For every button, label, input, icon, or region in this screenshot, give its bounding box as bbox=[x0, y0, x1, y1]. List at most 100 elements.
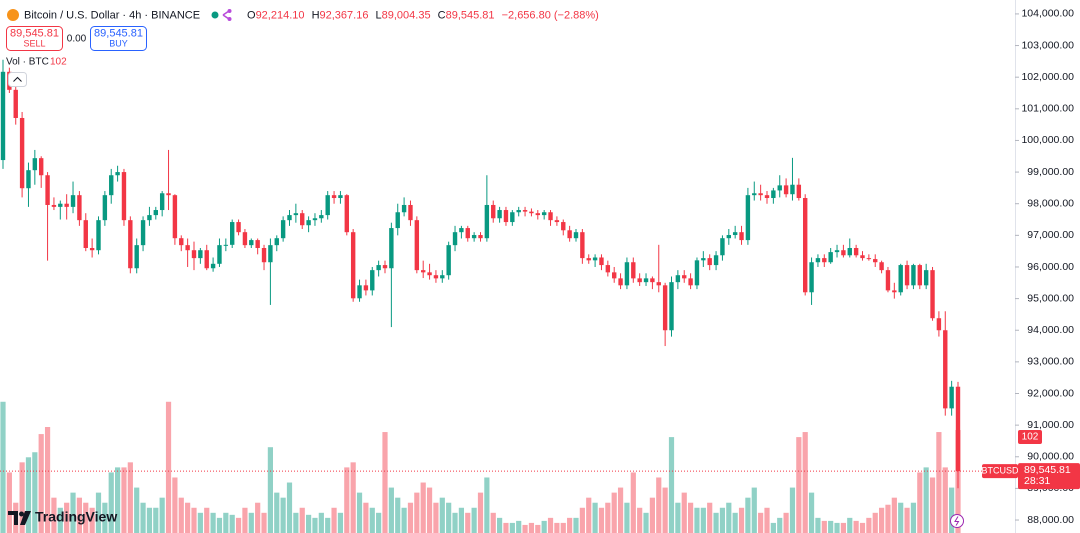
volume-bar bbox=[560, 522, 566, 533]
candle-body bbox=[936, 318, 942, 331]
volume-bar bbox=[274, 492, 280, 533]
candle-body bbox=[752, 193, 757, 196]
ohlc-value: 92,367.16 bbox=[320, 9, 369, 21]
candle-body bbox=[344, 195, 349, 233]
volume-bar bbox=[497, 517, 503, 533]
ohlc-value: 89,004.35 bbox=[382, 9, 431, 21]
volume-bar bbox=[318, 512, 324, 533]
candle-body bbox=[484, 204, 490, 239]
candle-body bbox=[427, 272, 432, 276]
volume-bar bbox=[89, 507, 95, 533]
logo-mark bbox=[20, 511, 31, 525]
volume-bar bbox=[605, 502, 611, 533]
candle-body bbox=[809, 262, 814, 293]
volume-bar bbox=[70, 492, 76, 533]
volume-bar bbox=[197, 512, 203, 533]
candle-body bbox=[395, 212, 400, 229]
candle-body bbox=[592, 257, 598, 261]
volume-bar bbox=[859, 522, 866, 533]
volume-bar bbox=[6, 472, 12, 533]
candle-body bbox=[739, 232, 744, 241]
candle-body bbox=[701, 258, 706, 261]
candle-body bbox=[32, 158, 38, 171]
volume-bar bbox=[76, 497, 82, 533]
volume-bar bbox=[624, 502, 630, 533]
volume-bar bbox=[898, 502, 904, 533]
volume-bar bbox=[516, 520, 522, 533]
volume-bar bbox=[191, 507, 197, 533]
candle-body bbox=[51, 204, 57, 207]
ohlc-letter: L bbox=[376, 9, 382, 21]
sell-button-box[interactable] bbox=[6, 26, 63, 51]
volume-bar bbox=[643, 512, 649, 533]
volume-bar bbox=[452, 512, 458, 533]
volume-bar bbox=[95, 492, 102, 533]
candle-body bbox=[325, 195, 330, 216]
volume-bar bbox=[923, 467, 929, 533]
collapse-button[interactable] bbox=[8, 72, 27, 87]
candle-body bbox=[949, 386, 954, 409]
candle-body bbox=[249, 240, 254, 246]
candle-body bbox=[70, 195, 76, 207]
candle-body bbox=[745, 195, 751, 241]
y-tick-label: 97,000.00 bbox=[1027, 229, 1074, 241]
candle-body bbox=[153, 210, 158, 216]
volume-bar bbox=[764, 507, 770, 533]
y-tick-label: 104,000.00 bbox=[1021, 8, 1074, 20]
candle-body bbox=[19, 117, 25, 189]
candle-body bbox=[109, 175, 114, 196]
volume-bar bbox=[83, 502, 89, 533]
volume-bar bbox=[719, 507, 726, 533]
candle-body bbox=[771, 190, 776, 199]
volume-bar bbox=[598, 507, 605, 533]
volume-bar bbox=[165, 401, 172, 533]
volume-bar bbox=[255, 502, 261, 533]
volume-bar bbox=[401, 507, 407, 533]
volume-bar bbox=[579, 507, 585, 533]
candle-body bbox=[522, 210, 528, 212]
volume-bar bbox=[802, 432, 808, 533]
volume-bar bbox=[815, 517, 821, 533]
candle-body bbox=[726, 235, 731, 239]
y-tick-label: 93,000.00 bbox=[1027, 356, 1074, 368]
volume-bar bbox=[388, 487, 394, 533]
volume-bar bbox=[770, 522, 776, 533]
volume-bar bbox=[668, 437, 675, 533]
volume-bar bbox=[942, 467, 948, 533]
candle-body bbox=[650, 278, 655, 283]
sell-button[interactable]: 89,545.81 SELL bbox=[6, 26, 63, 51]
candle-body bbox=[261, 247, 267, 263]
volume-bar bbox=[121, 467, 127, 533]
candle-body bbox=[242, 232, 248, 246]
candle-body bbox=[223, 244, 229, 246]
volume-bar bbox=[617, 487, 624, 533]
candle-body bbox=[618, 278, 623, 286]
price-axis: 88,000.0089,000.0090,000.0091,000.0092,0… bbox=[981, 8, 1080, 526]
buy-button-box[interactable] bbox=[90, 26, 147, 51]
candle-body bbox=[77, 195, 82, 221]
candle-body bbox=[45, 175, 50, 205]
candle-body bbox=[185, 245, 190, 251]
candle-body bbox=[643, 278, 649, 283]
candle-body bbox=[828, 252, 833, 263]
candle-body bbox=[147, 215, 152, 221]
volume-bar bbox=[64, 502, 70, 533]
buy-button[interactable]: 89,545.81 BUY bbox=[90, 26, 147, 51]
candle-body bbox=[300, 213, 305, 226]
candle-body bbox=[350, 232, 356, 299]
volume-bar bbox=[337, 512, 344, 533]
volume-bar bbox=[216, 517, 223, 533]
volume-bar bbox=[420, 482, 426, 533]
candle-body bbox=[860, 255, 865, 259]
y-tick-label: 103,000.00 bbox=[1021, 39, 1074, 51]
candle-body bbox=[688, 278, 693, 286]
candle-body bbox=[140, 220, 146, 246]
ohlc-letter: H bbox=[312, 9, 320, 21]
volume-bar bbox=[312, 517, 318, 533]
candle-body bbox=[287, 215, 292, 221]
volume-bar bbox=[656, 477, 662, 533]
candle-body bbox=[822, 258, 827, 263]
candle-body bbox=[943, 330, 948, 409]
price-tag-text: 89,545.81 bbox=[1024, 464, 1071, 476]
